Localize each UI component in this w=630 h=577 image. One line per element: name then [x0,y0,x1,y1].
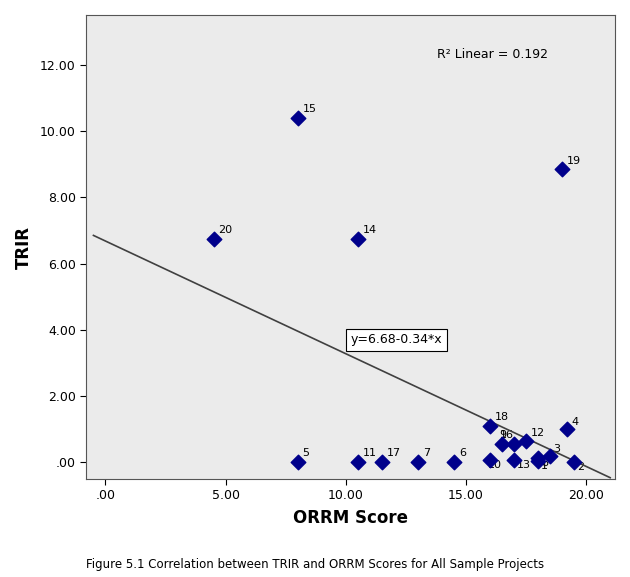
Text: Figure 5.1 Correlation between TRIR and ORRM Scores for All Sample Projects: Figure 5.1 Correlation between TRIR and … [86,558,544,571]
Point [569,457,579,466]
Text: 6: 6 [459,448,466,458]
Point [509,440,519,449]
Text: 8: 8 [541,458,548,469]
Text: 7: 7 [423,448,430,458]
Text: 10: 10 [488,460,501,470]
Point [521,436,531,445]
Text: 16: 16 [500,430,513,440]
Text: 18: 18 [495,412,509,422]
Point [353,457,363,466]
Text: 13: 13 [517,460,531,470]
Text: 19: 19 [566,156,581,167]
Text: 5: 5 [302,448,309,458]
X-axis label: ORRM Score: ORRM Score [293,509,408,527]
Text: R² Linear = 0.192: R² Linear = 0.192 [437,48,548,61]
Text: 2: 2 [577,462,584,472]
Text: 12: 12 [530,428,544,439]
Point [353,234,363,243]
Point [485,421,495,430]
Point [449,457,459,466]
Point [293,113,303,122]
Text: 11: 11 [363,448,377,458]
Point [557,164,567,174]
Point [533,456,543,466]
Text: 20: 20 [219,225,232,235]
Text: 15: 15 [302,104,316,114]
Point [545,452,555,461]
Point [562,425,572,434]
Point [293,457,303,466]
Text: 4: 4 [572,417,579,426]
Point [485,455,495,464]
Point [209,234,219,243]
Text: 17: 17 [387,448,401,458]
Point [413,457,423,466]
Point [497,440,507,449]
Text: y=6.68-0.34*x: y=6.68-0.34*x [351,334,442,346]
Point [509,455,519,464]
Text: 1: 1 [541,460,548,471]
Y-axis label: TRIR: TRIR [15,226,33,268]
Text: 14: 14 [363,225,377,235]
Point [533,454,543,463]
Text: 3: 3 [553,444,560,454]
Point [377,457,387,466]
Text: 9: 9 [500,430,507,440]
